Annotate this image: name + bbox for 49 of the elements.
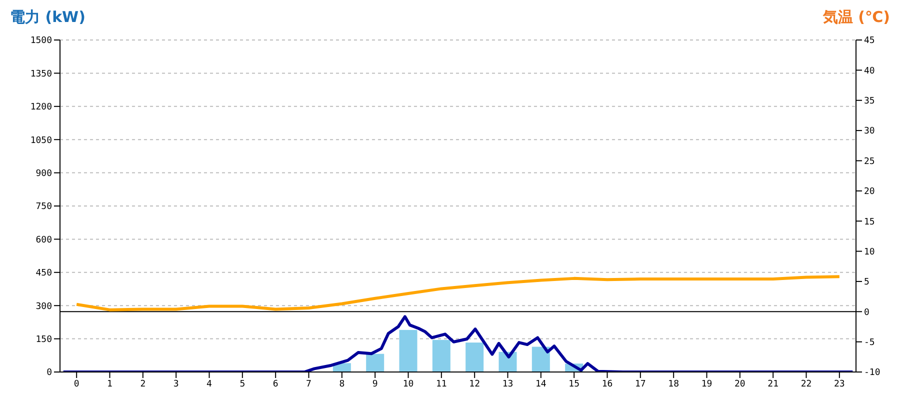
y2-tick-label: 5: [864, 278, 870, 288]
y2-tick-label: 20: [864, 187, 875, 198]
x-tick-label: 0: [74, 379, 80, 390]
x-tick-label: 4: [206, 379, 212, 390]
y-tick-label: 750: [36, 202, 52, 212]
y2-tick-label: 25: [864, 156, 875, 167]
y-tick-label: 1500: [30, 36, 52, 46]
y-tick-label: 1200: [30, 102, 52, 113]
y-tick-label: 150: [36, 334, 52, 345]
x-tick-label: 5: [240, 379, 246, 390]
x-tick-label: 14: [535, 379, 546, 390]
x-tick-label: 19: [701, 379, 712, 390]
y-tick-label: 1050: [30, 136, 52, 146]
x-tick-label: 8: [339, 379, 345, 390]
x-tick-label: 21: [768, 379, 779, 390]
y2-tick-label: 15: [864, 217, 875, 228]
x-tick-label: 11: [436, 379, 447, 390]
y2-tick-label: 45: [864, 36, 875, 46]
x-tick-label: 15: [568, 379, 580, 390]
y-tick-label: 0: [46, 368, 52, 378]
y2-tick-label: 35: [864, 96, 875, 107]
y2-tick-label: -5: [864, 338, 875, 348]
x-tick-label: 10: [402, 379, 414, 390]
x-tick-label: 13: [502, 379, 514, 390]
x-tick-label: 23: [834, 379, 845, 390]
x-tick-label: 1: [107, 379, 112, 390]
y2-axis-title: 気温 (℃): [822, 8, 890, 27]
y-tick-label: 900: [36, 168, 52, 179]
y2-tick-label: 40: [864, 66, 875, 76]
x-tick-label: 2: [140, 379, 146, 390]
y-tick-label: 300: [36, 302, 52, 312]
x-tick-label: 16: [602, 379, 613, 390]
x-tick-label: 12: [469, 379, 480, 390]
y-axis-title: 電力 (kW): [10, 8, 86, 27]
y2-tick-label: 10: [864, 247, 875, 258]
x-tick-label: 20: [734, 379, 746, 390]
y2-tick-label: -10: [864, 368, 880, 378]
y-tick-label: 1350: [30, 69, 52, 80]
y2-tick-label: 0: [864, 308, 870, 318]
y-tick-label: 600: [36, 235, 52, 246]
x-tick-label: 3: [173, 379, 179, 390]
x-tick-label: 22: [800, 379, 812, 390]
x-tick-label: 18: [668, 379, 680, 390]
y2-tick-label: 30: [864, 126, 875, 137]
x-tick-label: 6: [272, 379, 278, 390]
x-tick-label: 17: [634, 379, 646, 390]
x-tick-label: 7: [306, 379, 312, 390]
y-tick-label: 450: [36, 268, 52, 279]
x-tick-label: 9: [372, 379, 378, 390]
